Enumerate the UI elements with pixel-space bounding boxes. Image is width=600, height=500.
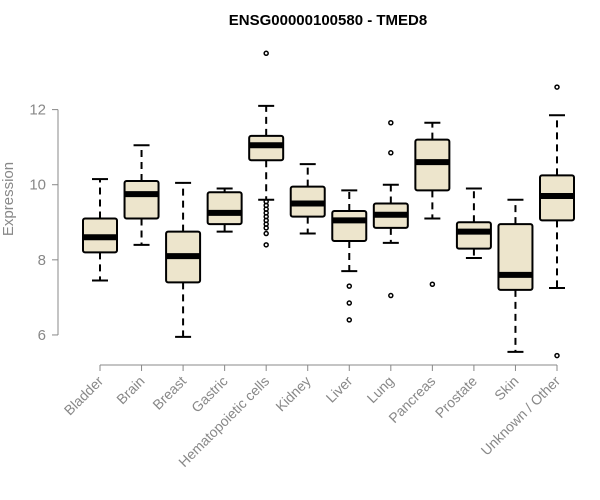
outlier-point	[263, 230, 269, 237]
box-breast	[165, 181, 202, 338]
boxes-group	[82, 50, 575, 359]
y-axis: 6 8 10 12	[29, 102, 59, 344]
box-gastric	[206, 187, 243, 233]
x-tick-label: Brain	[113, 373, 147, 407]
y-tick-label: 8	[38, 252, 46, 269]
outlier-point	[263, 242, 269, 248]
box-lung	[372, 120, 409, 299]
box-bladder	[82, 178, 118, 282]
x-tick-label: Prostate	[432, 373, 480, 421]
outlier-point	[429, 281, 436, 287]
box-iqr	[455, 221, 492, 250]
outlier-point	[388, 150, 394, 156]
box-kidney	[289, 163, 326, 235]
box-iqr	[497, 223, 534, 291]
x-tick-label: Kidney	[272, 373, 314, 415]
box-iqr	[331, 210, 368, 243]
y-tick-label: 10	[29, 177, 46, 194]
outlier-point	[346, 317, 353, 323]
box-hematopoietic-cells	[248, 50, 285, 248]
box-prostate	[455, 187, 492, 259]
x-tick-label: Skin	[491, 373, 522, 404]
x-tick-label: Liver	[323, 373, 356, 406]
box-skin	[497, 198, 534, 353]
x-tick-label: Bladder	[61, 373, 107, 419]
chart-title: ENSG00000100580 - TMED8	[229, 12, 427, 29]
outlier-point	[554, 84, 560, 90]
outlier-point	[554, 352, 560, 359]
box-liver	[331, 189, 368, 323]
box-iqr	[206, 191, 243, 226]
outlier-point	[263, 225, 269, 231]
outlier-point	[388, 120, 394, 126]
x-tick-label: Unknown / Other	[478, 373, 564, 459]
box-iqr	[123, 179, 160, 220]
box-pancreas	[414, 121, 451, 287]
outlier-point	[388, 292, 394, 299]
outlier-point	[346, 283, 353, 289]
outlier-point	[346, 300, 353, 306]
x-tick-label: Breast	[149, 373, 189, 413]
box-unknown-other	[539, 84, 575, 359]
x-tick-label: Lung	[364, 373, 397, 406]
outlier-point	[263, 50, 269, 57]
y-tick-label: 12	[29, 102, 46, 119]
y-tick-label: 6	[38, 327, 46, 344]
y-axis-label: Expression	[0, 162, 17, 236]
box-brain	[123, 144, 160, 246]
